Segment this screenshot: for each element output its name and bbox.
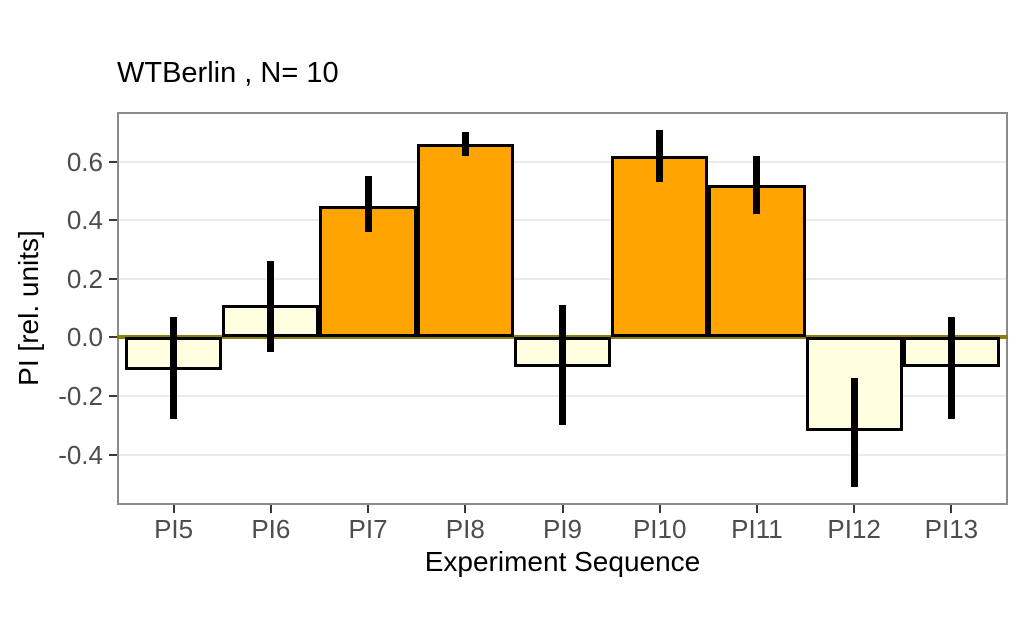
y-tick-label: -0.2 — [58, 381, 103, 412]
x-tick — [755, 505, 758, 513]
x-tick — [561, 505, 564, 513]
chart-title: WTBerlin , N= 10 — [117, 57, 339, 89]
error-bar-PI12 — [850, 378, 858, 487]
x-tick — [367, 505, 370, 513]
bar-PI8 — [416, 144, 514, 338]
x-tick-label: PI6 — [251, 514, 291, 544]
y-tick-label: 0.0 — [66, 322, 103, 353]
y-tick-label: 0.2 — [66, 263, 103, 294]
error-bar-PI6 — [267, 261, 275, 353]
gridline — [119, 277, 1006, 280]
y-tick — [109, 336, 117, 339]
gridline — [119, 219, 1006, 222]
x-tick — [464, 505, 467, 513]
y-axis-title: PI [rel. units] — [13, 230, 44, 386]
x-tick-label: PI8 — [445, 514, 485, 544]
y-tick — [109, 453, 117, 456]
x-tick — [172, 505, 175, 513]
x-tick-label: PI5 — [154, 514, 194, 544]
error-bar-PI7 — [364, 176, 372, 233]
error-bar-PI9 — [559, 305, 566, 426]
x-tick — [853, 505, 856, 513]
y-tick — [109, 277, 117, 280]
y-tick-label: -0.4 — [58, 439, 103, 470]
error-bar-PI8 — [461, 132, 469, 156]
error-bar-PI5 — [170, 316, 178, 420]
y-tick — [109, 160, 117, 163]
error-bar-PI11 — [753, 155, 761, 215]
y-tick-label: 0.6 — [66, 146, 103, 177]
x-tick-label: PI10 — [632, 514, 687, 544]
x-tick-label: PI13 — [924, 514, 979, 544]
x-tick — [269, 505, 272, 513]
gridline — [119, 160, 1006, 163]
error-bar-PI10 — [656, 129, 664, 183]
x-axis-title: Experiment Sequence — [424, 546, 701, 577]
y-tick — [109, 219, 117, 222]
x-tick — [950, 505, 953, 513]
gridline — [119, 453, 1006, 456]
y-tick — [109, 395, 117, 398]
x-tick-label: PI7 — [348, 514, 388, 544]
x-tick — [658, 505, 661, 513]
y-tick-label: 0.4 — [66, 205, 103, 236]
x-tick-label: PI12 — [827, 514, 881, 544]
x-tick-label: PI9 — [542, 514, 583, 544]
error-bar-PI13 — [947, 316, 955, 420]
bar-PI10 — [611, 155, 709, 338]
x-tick-label: PI11 — [731, 514, 783, 544]
